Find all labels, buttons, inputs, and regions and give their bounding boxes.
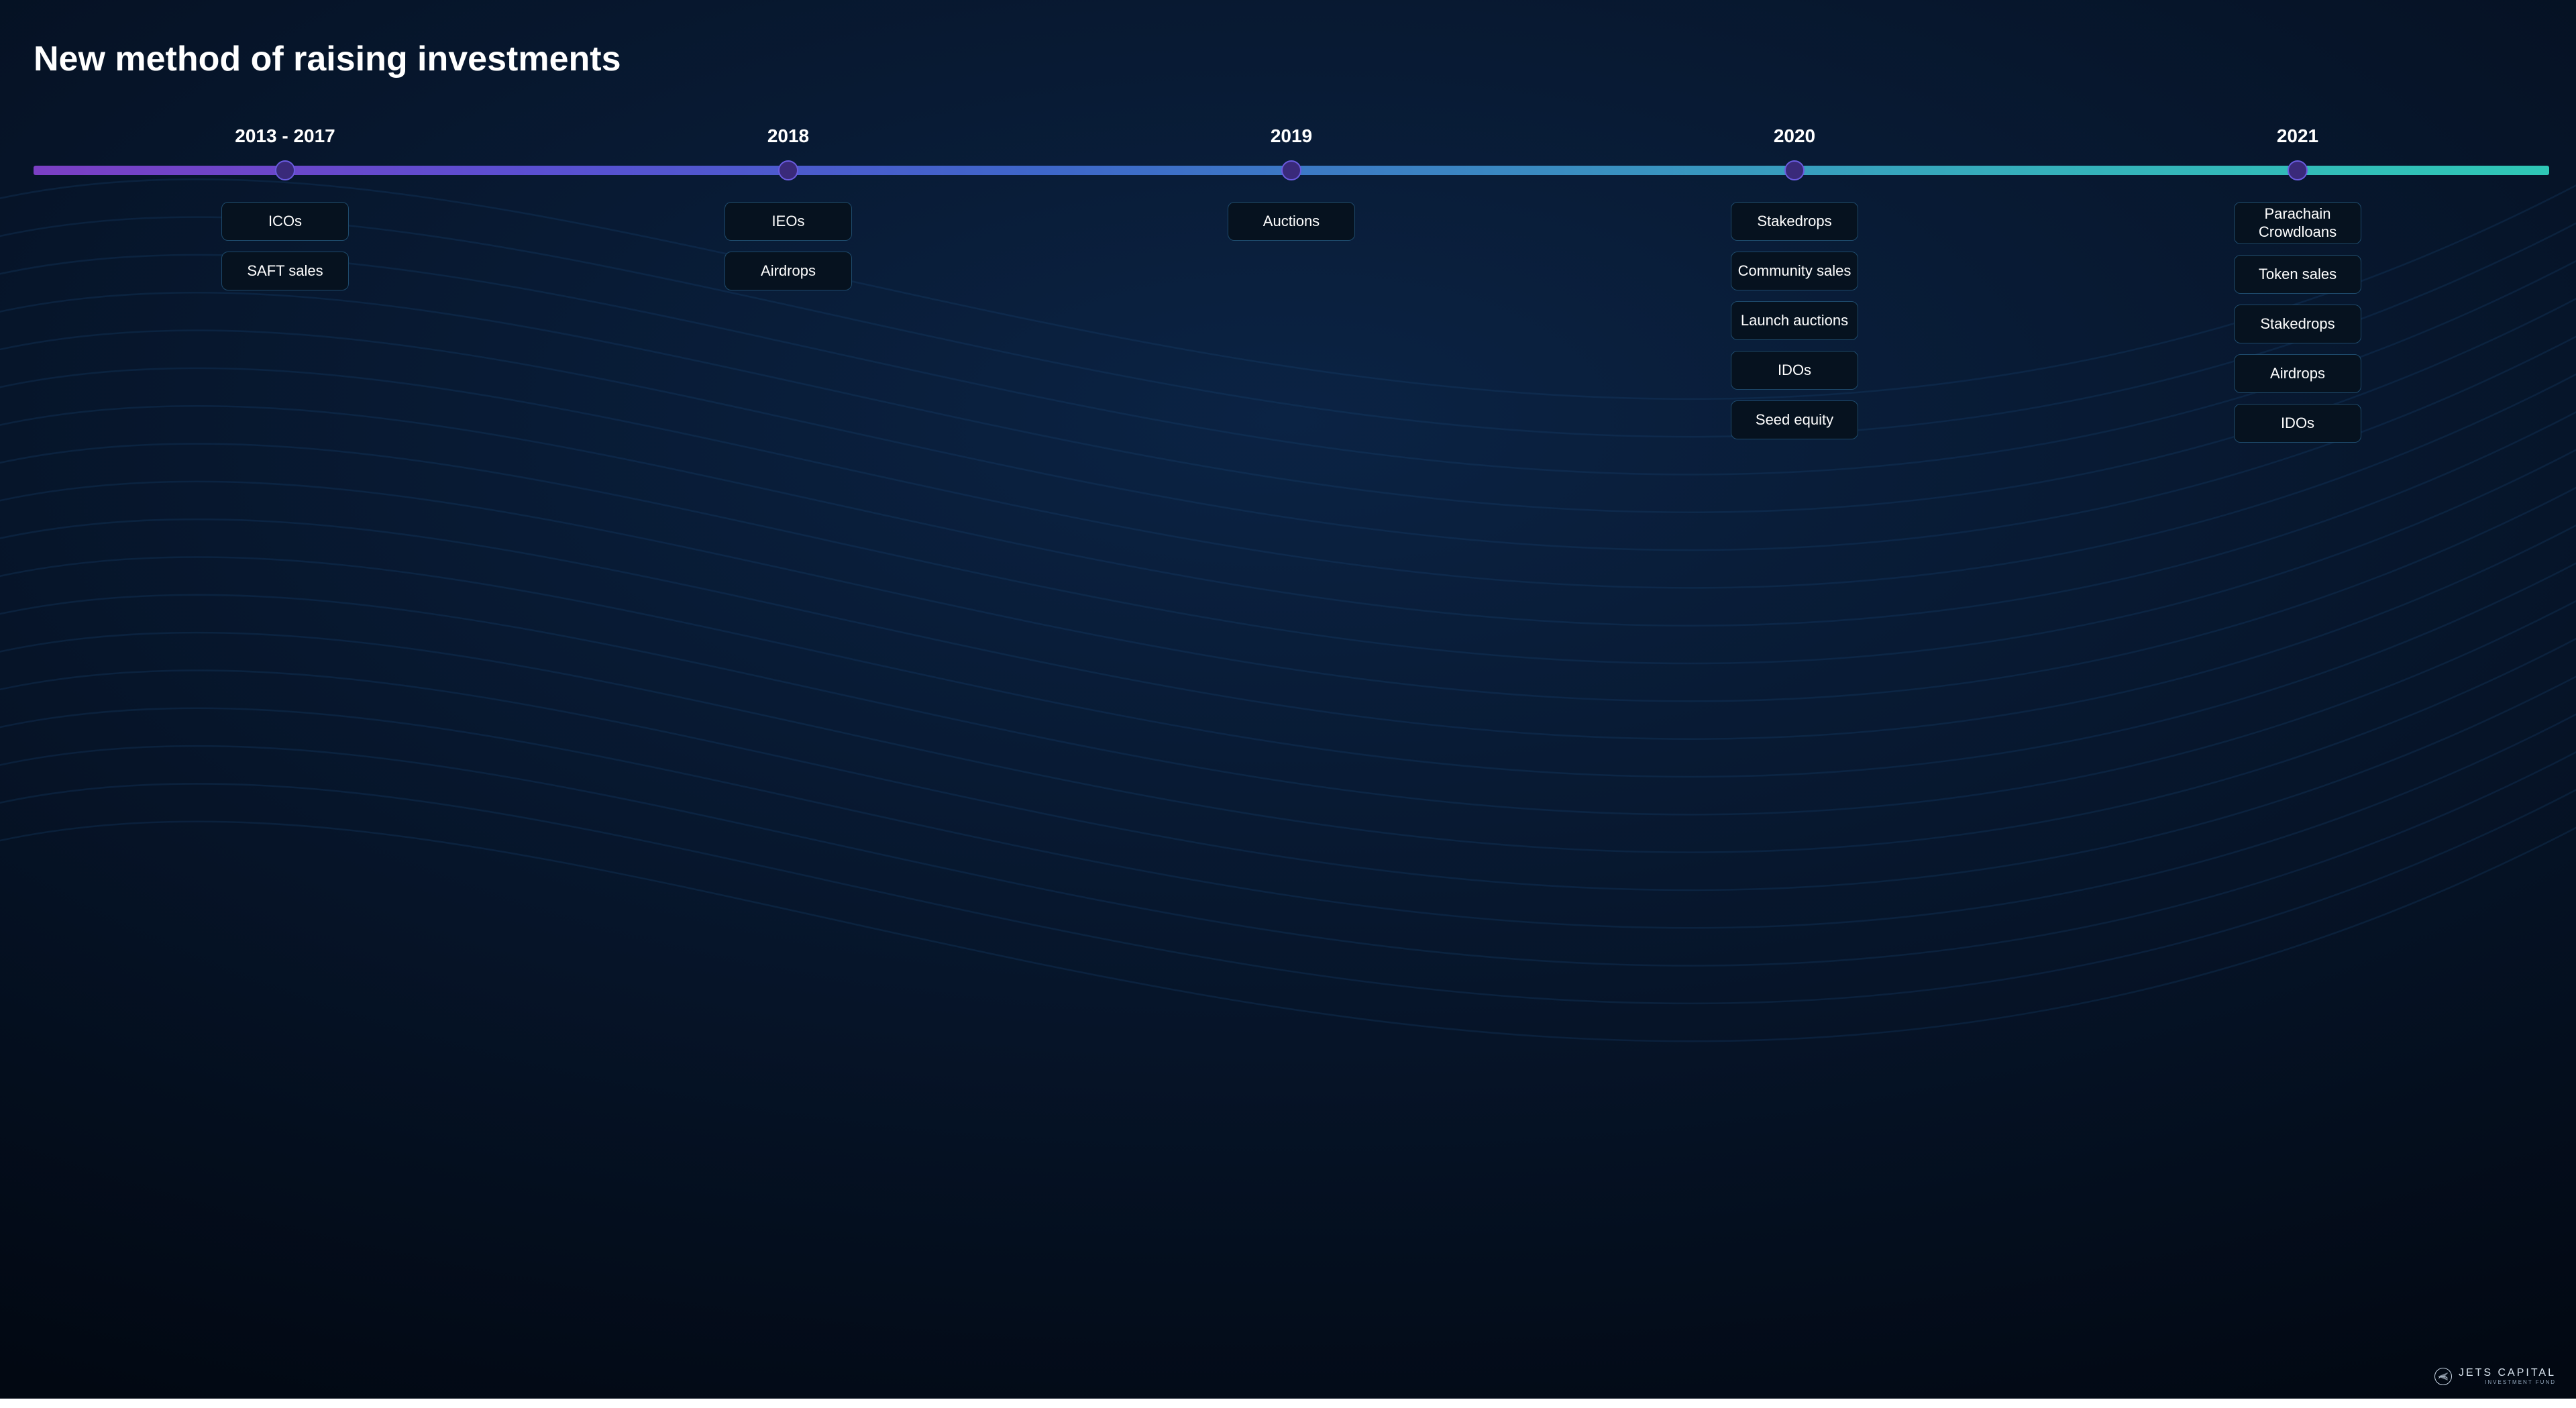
timeline-item: Airdrops <box>724 252 852 290</box>
timeline-column: Auctions <box>1040 202 1543 443</box>
timeline-item: Stakedrops <box>2234 305 2361 343</box>
timeline-item: IDOs <box>1731 351 1858 390</box>
timeline-item: Launch auctions <box>1731 301 1858 340</box>
items-row: ICOs SAFT sales IEOs Airdrops Auctions Staked… <box>34 202 2549 443</box>
timeline-column: Stakedrops Community sales Launch auctions… <box>1543 202 2046 443</box>
timeline: 2013 - 2017 2018 2019 2020 2021 ICOs SAFT sal… <box>34 125 2549 443</box>
timeline-node <box>275 160 295 180</box>
year-label: 2013 - 2017 <box>235 125 335 147</box>
timeline-item: Community sales <box>1731 252 1858 290</box>
logo-main-text: JETS CAPITAL <box>2459 1368 2556 1378</box>
slide: New method of raising investments 2013 -… <box>0 0 2576 1399</box>
year-label: 2019 <box>1271 125 1312 147</box>
logo-text: JETS CAPITAL INVESTMENT FUND <box>2459 1368 2556 1385</box>
timeline-column: IEOs Airdrops <box>537 202 1040 443</box>
timeline-bar-row <box>34 159 2549 182</box>
timeline-node <box>2288 160 2308 180</box>
timeline-column: ICOs SAFT sales <box>34 202 537 443</box>
timeline-item: Stakedrops <box>1731 202 1858 241</box>
year-label: 2018 <box>767 125 809 147</box>
year-label: 2021 <box>2277 125 2318 147</box>
timeline-item: Auctions <box>1228 202 1355 241</box>
timeline-item: ICOs <box>221 202 349 241</box>
timeline-item: SAFT sales <box>221 252 349 290</box>
timeline-column: Parachain Crowdloans Token sales Stakedrop… <box>2046 202 2549 443</box>
brand-logo: JETS CAPITAL INVESTMENT FUND <box>2434 1368 2556 1385</box>
page-title: New method of raising investments <box>34 40 2549 78</box>
timeline-item: Parachain Crowdloans <box>2234 202 2361 244</box>
timeline-item: IDOs <box>2234 404 2361 443</box>
timeline-nodes <box>34 159 2549 182</box>
timeline-item: Airdrops <box>2234 354 2361 393</box>
timeline-item: Token sales <box>2234 255 2361 294</box>
timeline-item: Seed equity <box>1731 400 1858 439</box>
timeline-item: IEOs <box>724 202 852 241</box>
timeline-node <box>1784 160 1805 180</box>
year-row: 2013 - 2017 2018 2019 2020 2021 <box>34 125 2549 147</box>
logo-sub-text: INVESTMENT FUND <box>2485 1380 2556 1385</box>
timeline-node <box>1281 160 1301 180</box>
year-label: 2020 <box>1774 125 1815 147</box>
plane-icon <box>2434 1368 2452 1385</box>
timeline-node <box>778 160 798 180</box>
